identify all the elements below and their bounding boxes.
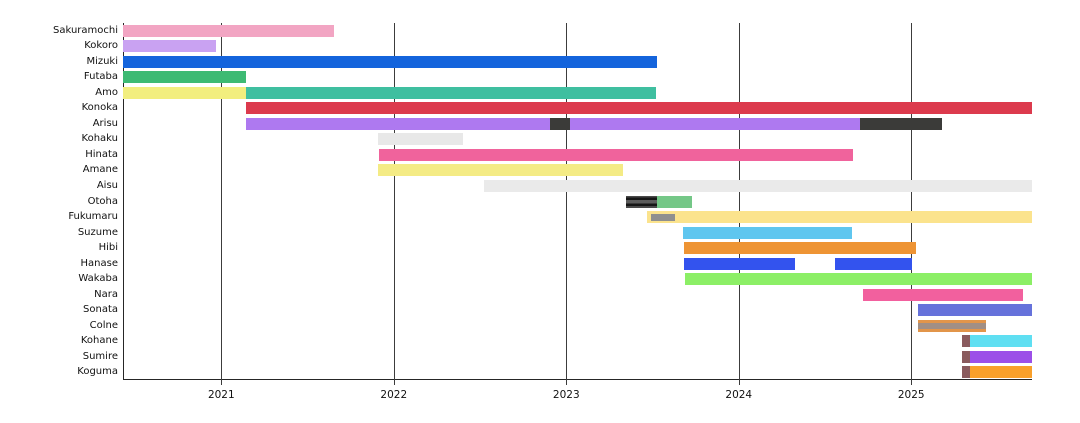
- row-label-futaba: Futaba: [83, 71, 118, 83]
- row-label-kokoro: Kokoro: [84, 40, 118, 52]
- gantt-bar-hanase: [683, 257, 795, 270]
- x-tick-label: 2022: [380, 389, 408, 401]
- gantt-bar-colne: [917, 319, 986, 332]
- row-label-arisu: Arisu: [92, 117, 118, 129]
- row-label-aisu: Aisu: [96, 179, 118, 191]
- gantt-bar-sumire: [969, 350, 1032, 363]
- row-label-otoha: Otoha: [87, 195, 118, 207]
- gantt-bar-aisu: [483, 179, 1032, 192]
- row-label-kohane: Kohane: [80, 335, 118, 347]
- row-label-nara: Nara: [94, 288, 118, 300]
- gantt-bar-kohane: [961, 335, 970, 348]
- gantt-bar-sonata: [917, 304, 1032, 317]
- gantt-bar-sakuramochi: [123, 24, 334, 37]
- gantt-bar-amane: [377, 164, 623, 177]
- gantt-bar-kokoro: [123, 40, 216, 53]
- gantt-bar-kohane: [969, 335, 1032, 348]
- row-label-mizuki: Mizuki: [86, 55, 118, 67]
- row-label-amane: Amane: [82, 164, 118, 176]
- row-label-wakaba: Wakaba: [78, 273, 118, 285]
- gantt-bar-kohaku: [377, 133, 463, 146]
- gridline-2024: [738, 23, 740, 385]
- gantt-bar-hinata: [378, 148, 853, 161]
- gantt-bar-futaba: [123, 71, 247, 84]
- row-label-hanase: Hanase: [80, 257, 118, 269]
- gridline-2021: [221, 23, 223, 385]
- gantt-bar-otoha: [656, 195, 692, 208]
- x-tick-label: 2021: [207, 389, 235, 401]
- row-label-suzume: Suzume: [77, 226, 118, 238]
- row-label-sonata: Sonata: [83, 304, 118, 316]
- gantt-bar-fukumaru: [646, 211, 1032, 224]
- row-label-hinata: Hinata: [85, 148, 118, 160]
- gantt-bar-koguma: [969, 366, 1032, 379]
- x-tick-label: 2025: [897, 389, 925, 401]
- row-label-sakuramochi: Sakuramochi: [52, 24, 118, 36]
- gantt-bar-amo: [246, 86, 656, 99]
- gantt-bar-sumire: [961, 350, 970, 363]
- gantt-bar-wakaba: [684, 273, 1032, 286]
- gridline-2022: [393, 23, 395, 385]
- gantt-bar-mizuki: [123, 55, 657, 68]
- row-label-fukumaru: Fukumaru: [68, 211, 118, 223]
- row-label-colne: Colne: [89, 319, 118, 331]
- x-tick-label: 2024: [725, 389, 753, 401]
- gantt-bar-koguma: [961, 366, 970, 379]
- gantt-bar-suzume: [682, 226, 852, 239]
- gantt-bar-nara: [862, 288, 1023, 301]
- gantt-bar-amo: [123, 86, 247, 99]
- gantt-bar-otoha: [625, 195, 657, 208]
- row-label-koguma: Koguma: [77, 366, 118, 378]
- row-label-amo: Amo: [95, 86, 118, 98]
- gantt-bar-hibi: [683, 242, 916, 255]
- row-label-hibi: Hibi: [98, 242, 118, 254]
- row-label-kohaku: Kohaku: [81, 133, 118, 145]
- gridline-2023: [566, 23, 568, 385]
- gridline-2025: [911, 23, 913, 385]
- gantt-bar-arisu: [549, 117, 570, 130]
- plot-area: [123, 23, 1032, 380]
- row-label-konoka: Konoka: [81, 102, 118, 114]
- gantt-bar-konoka: [246, 102, 1032, 115]
- gantt-bar-arisu: [859, 117, 942, 130]
- row-label-sumire: Sumire: [82, 350, 118, 362]
- x-tick-label: 2023: [552, 389, 580, 401]
- gantt-bar-fukumaru: [650, 213, 675, 221]
- gantt-bar-hanase: [834, 257, 912, 270]
